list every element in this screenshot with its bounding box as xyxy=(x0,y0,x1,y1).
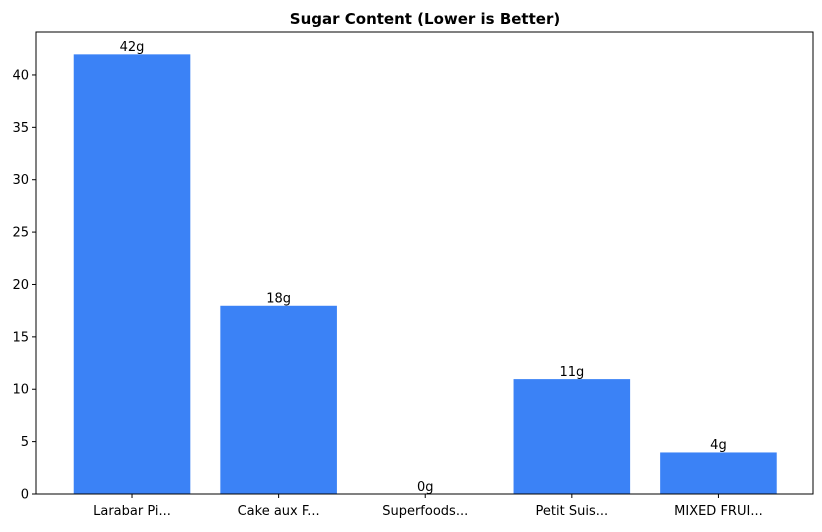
x-tick-label: Petit Suis... xyxy=(536,504,609,519)
y-tick-label: 20 xyxy=(12,278,29,293)
data-label: 0g xyxy=(417,480,434,495)
x-tick-label: Cake aux F... xyxy=(238,504,320,519)
y-tick-label: 0 xyxy=(21,488,29,503)
chart-title: Sugar Content (Lower is Better) xyxy=(290,10,560,28)
x-tick-label: Larabar Pi... xyxy=(93,504,171,519)
y-tick-label: 40 xyxy=(12,68,29,83)
bar xyxy=(659,451,778,495)
y-tick-label: 15 xyxy=(12,330,29,345)
data-label: 11g xyxy=(559,365,584,380)
x-tick-label: Superfoods... xyxy=(382,504,468,519)
bar xyxy=(219,305,338,495)
y-tick-label: 30 xyxy=(12,173,29,188)
bar xyxy=(73,53,192,495)
y-tick-label: 10 xyxy=(12,383,29,398)
data-label: 42g xyxy=(120,40,145,55)
data-label: 18g xyxy=(266,291,291,306)
y-tick-label: 25 xyxy=(12,226,29,241)
x-tick-label: MIXED FRUI... xyxy=(674,504,763,519)
y-tick-label: 5 xyxy=(21,435,29,450)
plot-frame xyxy=(35,31,814,495)
y-tick-label: 35 xyxy=(12,121,29,136)
data-label: 4g xyxy=(710,438,727,453)
bar xyxy=(512,378,631,495)
